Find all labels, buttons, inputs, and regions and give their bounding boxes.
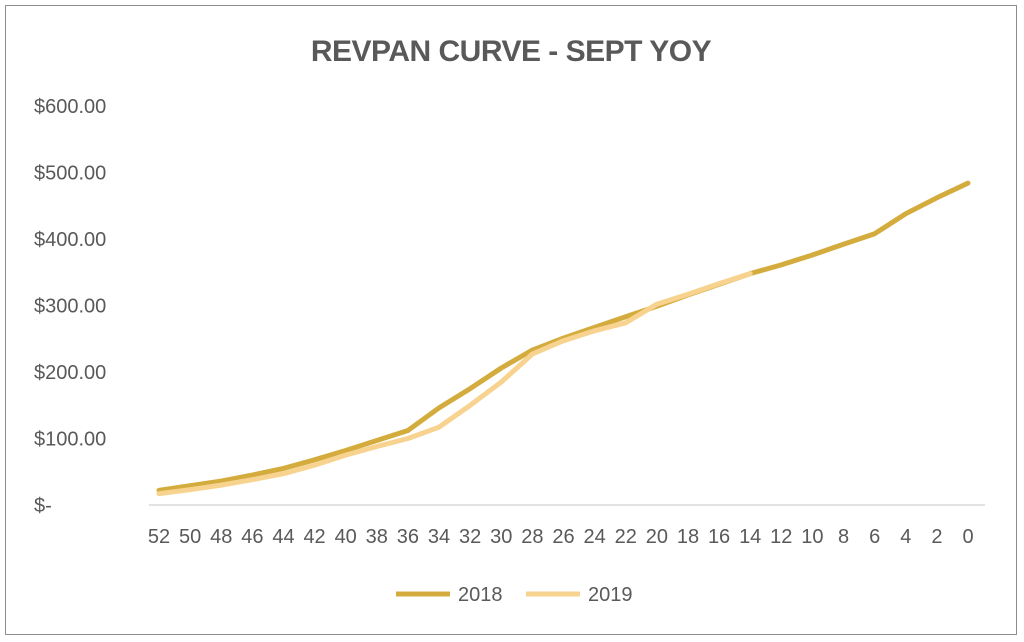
x-tick-label: 24 <box>583 526 605 548</box>
y-tick-label: $- <box>34 495 52 517</box>
x-tick-label: 28 <box>521 526 543 548</box>
y-tick-label: $400.00 <box>34 229 106 251</box>
x-tick-label: 10 <box>801 526 823 548</box>
x-tick-label: 52 <box>148 526 170 548</box>
x-tick-label: 0 <box>962 526 973 548</box>
revpan-line-chart: REVPAN CURVE - SEPT YOY $- $100.00 $200.00… <box>34 35 985 606</box>
x-axis: 52 50 48 46 44 42 40 38 36 34 32 30 28 26 24 22 20 18 16 14… <box>148 526 974 548</box>
x-tick-label: 16 <box>708 526 730 548</box>
x-tick-label: 50 <box>179 526 201 548</box>
y-tick-label: $100.00 <box>34 429 106 451</box>
series-line-2018 <box>156 180 971 493</box>
x-tick-label: 8 <box>838 526 849 548</box>
y-tick-label: $200.00 <box>34 362 106 384</box>
x-tick-label: 48 <box>210 526 232 548</box>
x-tick-label: 44 <box>272 526 294 548</box>
x-tick-label: 40 <box>335 526 357 548</box>
y-axis: $- $100.00 $200.00 $300.00 $400.00 $500.00 $60… <box>34 96 106 517</box>
y-tick-label: $600.00 <box>34 96 106 118</box>
chart-frame: REVPAN CURVE - SEPT YOY $- $100.00 $200.00… <box>5 5 1017 635</box>
x-tick-label: 46 <box>241 526 263 548</box>
x-tick-label: 32 <box>459 526 481 548</box>
x-tick-label: 42 <box>303 526 325 548</box>
x-tick-label: 20 <box>646 526 668 548</box>
x-tick-label: 30 <box>490 526 512 548</box>
legend: 2018 2019 <box>396 584 633 606</box>
legend-label-2018: 2018 <box>458 584 503 606</box>
series-line-2019 <box>156 271 753 497</box>
x-tick-label: 2 <box>931 526 942 548</box>
chart-title: REVPAN CURVE - SEPT YOY <box>311 35 712 68</box>
x-tick-label: 12 <box>770 526 792 548</box>
x-tick-label: 18 <box>677 526 699 548</box>
y-tick-label: $500.00 <box>34 163 106 185</box>
x-tick-label: 26 <box>552 526 574 548</box>
legend-label-2019: 2019 <box>588 584 633 606</box>
x-tick-label: 6 <box>869 526 880 548</box>
series-layer <box>156 180 971 497</box>
y-tick-label: $300.00 <box>34 296 106 318</box>
x-tick-label: 4 <box>900 526 911 548</box>
x-tick-label: 22 <box>615 526 637 548</box>
x-tick-label: 14 <box>739 526 761 548</box>
x-tick-label: 36 <box>397 526 419 548</box>
x-tick-label: 34 <box>428 526 450 548</box>
x-tick-label: 38 <box>366 526 388 548</box>
